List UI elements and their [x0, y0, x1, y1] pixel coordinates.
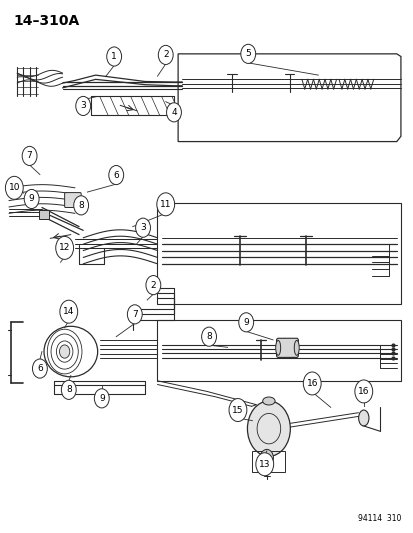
Circle shape [32, 359, 47, 378]
Circle shape [61, 380, 76, 399]
Text: 7: 7 [26, 151, 32, 160]
Circle shape [74, 196, 88, 215]
Circle shape [60, 300, 78, 323]
Ellipse shape [262, 397, 274, 405]
Text: 11: 11 [159, 200, 171, 209]
Circle shape [157, 193, 174, 216]
Circle shape [5, 176, 23, 199]
Text: 10: 10 [9, 183, 20, 192]
Text: 5: 5 [245, 50, 251, 58]
Circle shape [107, 47, 121, 66]
Text: 2: 2 [150, 280, 156, 289]
Circle shape [240, 44, 255, 63]
Circle shape [109, 165, 123, 184]
Text: 15: 15 [232, 406, 243, 415]
Circle shape [94, 389, 109, 408]
Text: 2: 2 [163, 51, 168, 59]
Text: 16: 16 [357, 387, 369, 396]
Circle shape [135, 218, 150, 237]
Circle shape [24, 189, 39, 208]
Circle shape [22, 147, 37, 165]
Circle shape [247, 401, 290, 456]
Text: 12: 12 [59, 244, 70, 253]
Text: 16: 16 [306, 379, 317, 388]
Text: 4: 4 [171, 108, 176, 117]
Text: 14: 14 [63, 307, 74, 316]
Circle shape [158, 45, 173, 64]
Text: 8: 8 [66, 385, 71, 394]
Circle shape [166, 103, 181, 122]
Bar [39, 209, 49, 219]
Circle shape [260, 449, 273, 466]
Text: 7: 7 [132, 310, 138, 319]
Text: 13: 13 [259, 460, 270, 469]
Circle shape [228, 399, 246, 422]
Ellipse shape [275, 341, 280, 356]
Circle shape [238, 313, 253, 332]
FancyBboxPatch shape [64, 192, 81, 207]
Text: 9: 9 [243, 318, 249, 327]
Circle shape [354, 380, 372, 403]
Circle shape [56, 237, 74, 260]
FancyBboxPatch shape [276, 338, 298, 358]
Circle shape [76, 96, 90, 116]
Text: 1: 1 [111, 52, 117, 61]
Text: 9: 9 [99, 394, 104, 403]
Ellipse shape [358, 410, 368, 426]
Circle shape [201, 327, 216, 346]
Ellipse shape [59, 345, 70, 358]
Text: 94114  310: 94114 310 [357, 514, 400, 523]
Circle shape [127, 305, 142, 324]
Text: 6: 6 [113, 171, 119, 180]
Circle shape [255, 453, 273, 476]
Circle shape [303, 372, 320, 395]
Text: 3: 3 [80, 101, 86, 110]
Text: 6: 6 [37, 364, 43, 373]
Ellipse shape [294, 341, 299, 356]
Text: 8: 8 [206, 332, 211, 341]
Circle shape [145, 276, 160, 295]
Text: 8: 8 [78, 201, 84, 210]
Text: 14–310A: 14–310A [13, 14, 79, 28]
Text: 9: 9 [28, 195, 34, 204]
Text: 3: 3 [140, 223, 145, 232]
